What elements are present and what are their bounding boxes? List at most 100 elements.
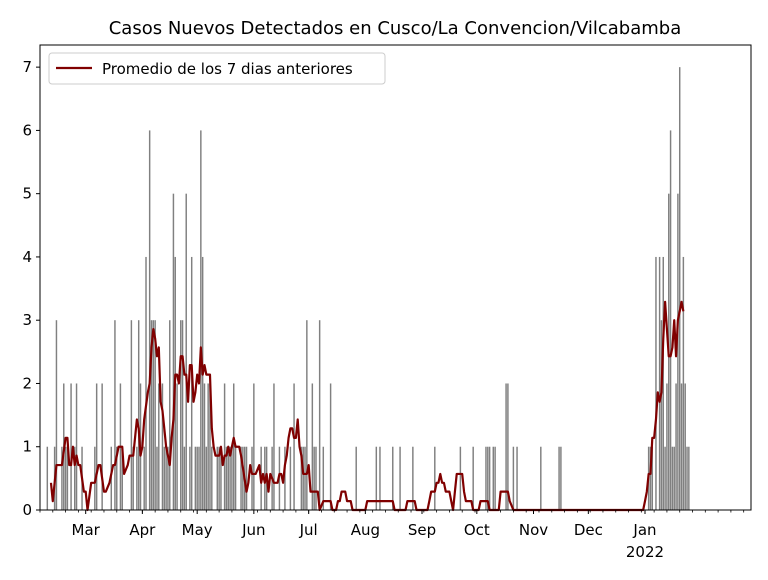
bar [161,383,164,510]
bar [666,383,668,510]
y-tick-label: 0 [22,501,32,519]
bar [74,446,76,510]
bar [194,446,197,510]
bar [145,256,147,510]
bar [167,446,169,510]
bar [680,383,683,510]
bar [143,446,145,510]
series-line [49,300,685,512]
bar [560,446,562,510]
bar [148,130,151,510]
bar [158,383,160,510]
bar [130,320,133,510]
bar [669,130,672,510]
bar [185,193,187,511]
x-tick-label: Dec [574,521,603,539]
bar [183,446,186,510]
bar [686,446,688,510]
x-tick-label: Aug [351,521,380,539]
bar [662,256,664,510]
bar [392,446,394,510]
bar [251,446,253,510]
bar [101,383,103,510]
bar [114,320,116,510]
bar [216,446,219,510]
bar [136,446,138,510]
axes-group: 0 1 2 3 4 5 6 7 Mar Apr May Jun Jul Aug Sep Oct Nov Dec Ja… [22,44,752,561]
legend-box [48,52,386,85]
y-tick-label: 1 [22,438,32,456]
bar [152,320,155,510]
bar [399,446,401,510]
y-tick-label: 2 [22,374,32,392]
y-tick-label: 7 [22,58,32,76]
bar [240,446,242,510]
bar [116,446,118,510]
bar [684,383,686,510]
bar [150,320,153,510]
bar [658,256,661,510]
bar [673,446,675,510]
bar [61,446,63,510]
x-tick-label: Nov [519,521,548,539]
bar [678,67,681,510]
bar [375,446,378,510]
bar [121,446,123,510]
bar [64,446,67,510]
bar [540,446,542,510]
y-tick-label: 4 [22,248,32,266]
bar [203,383,206,510]
bar [487,446,489,510]
bar [649,446,652,510]
bar [234,446,237,510]
bar [207,383,209,510]
bar [505,383,507,510]
line-group [49,300,685,512]
bar [688,446,690,510]
bar [198,446,200,510]
bar [313,446,315,510]
bar [233,383,235,510]
bar [304,446,306,510]
bar [507,383,509,510]
bar [315,446,317,510]
bar [163,446,166,510]
bar [95,383,98,510]
bar [165,446,167,510]
bar [655,256,657,510]
bar [132,446,134,510]
bar [196,446,198,510]
bar [227,446,229,510]
bar [46,446,49,510]
bar [379,446,381,510]
bar [201,256,204,510]
bar [273,383,275,510]
bar [225,446,228,510]
x-tick-label: Jan [632,521,656,539]
bar [156,446,158,510]
bar [311,383,314,510]
x-tick-label: Jul [299,521,318,539]
bar [682,256,685,510]
x-tick-label: Mar [72,521,101,539]
bar [70,383,72,510]
x-tick-label: Apr [129,521,156,539]
bar [181,320,184,510]
bar [412,446,414,510]
bar [169,320,171,510]
bar [218,446,220,510]
bar [651,446,654,510]
bar [253,383,255,510]
bar [512,446,515,510]
bar [242,446,244,510]
bar [220,446,222,510]
bar [355,446,357,510]
bars-group [46,67,690,511]
bar [329,383,332,510]
bar [209,383,211,510]
bar [200,130,202,510]
y-tick-label: 5 [22,185,32,203]
bar [189,446,191,510]
